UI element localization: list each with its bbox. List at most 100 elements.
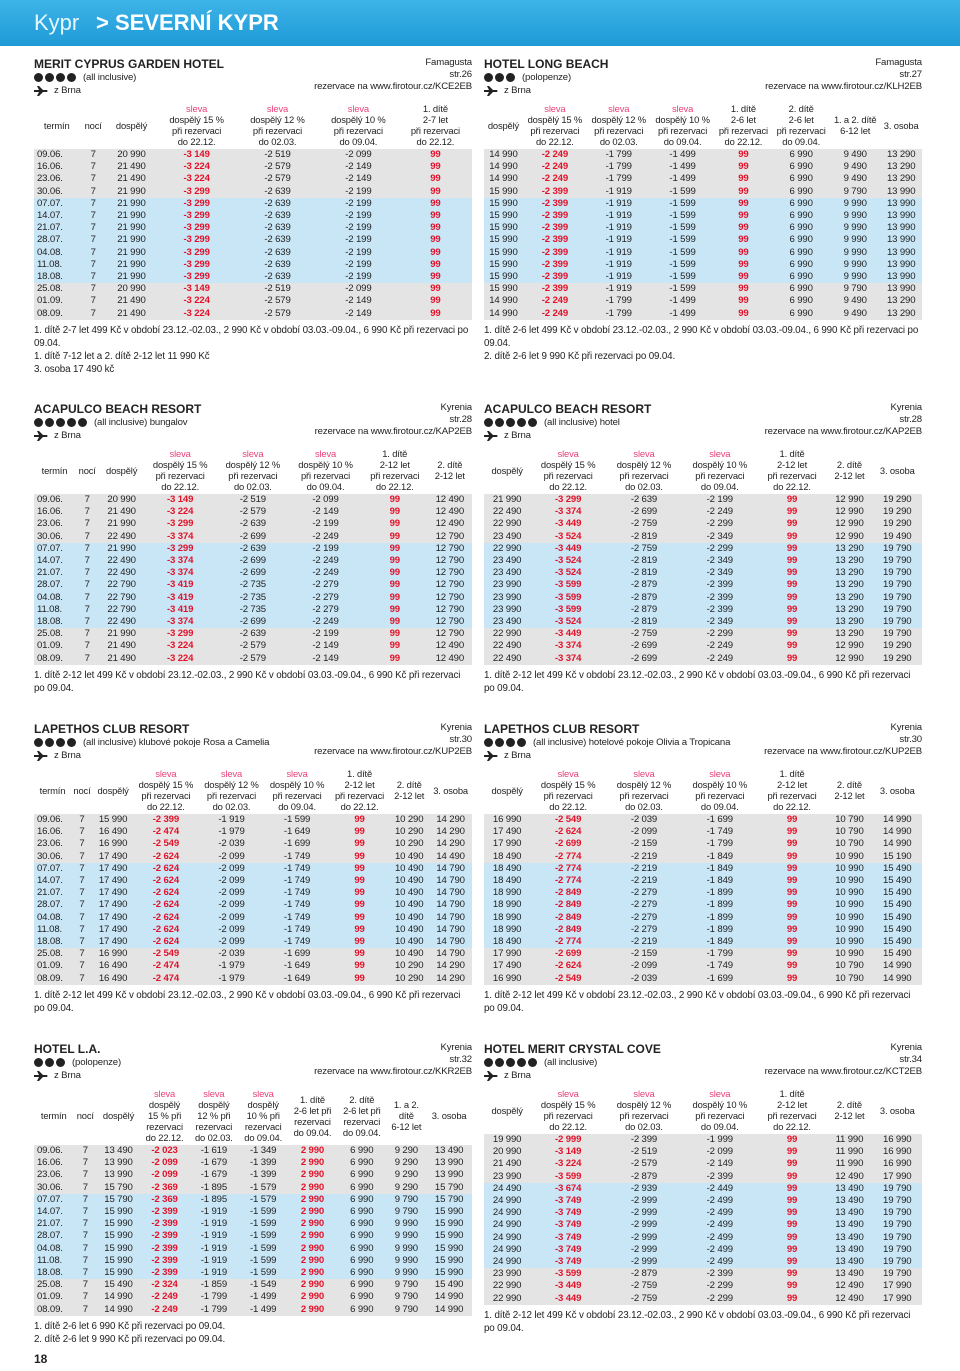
- star-icon: [45, 418, 54, 427]
- price-cell: -2 349: [681, 555, 758, 568]
- location: Kyrenia: [890, 722, 923, 733]
- price-cell: 19 790: [872, 603, 922, 617]
- price-cell: -2 199: [317, 185, 399, 198]
- price-cell: -2 199: [317, 246, 399, 259]
- plane-icon: [34, 85, 48, 96]
- price-cell: -3 299: [156, 185, 238, 198]
- price-cell: 99: [757, 814, 827, 827]
- price-cell: 15 490: [872, 899, 922, 912]
- price-cell: 24 990: [484, 1231, 531, 1244]
- header-line: do 09.04.: [700, 801, 739, 812]
- price-cell: -2 759: [606, 542, 682, 556]
- header-line: při rezervaci: [619, 470, 669, 481]
- header-line: do 22.12.: [375, 481, 414, 492]
- header-line: při rezervaci: [272, 790, 322, 801]
- table-header: termín nocí dospělý sleva dospělý 15 % při rez…: [34, 1086, 472, 1145]
- price-cell: 2 990: [287, 1291, 338, 1304]
- price-cell: -2 023: [139, 1145, 190, 1158]
- header-line: 2-12 let: [776, 779, 808, 790]
- price-cell: -2 699: [606, 640, 682, 653]
- price-cell: 99: [757, 1182, 827, 1196]
- price-cell: 10 290: [389, 972, 430, 985]
- price-cell: 14 990: [484, 161, 523, 174]
- star-icon: [517, 1058, 526, 1067]
- price-cell: 7: [70, 838, 94, 851]
- price-cell: 22 490: [484, 640, 531, 653]
- price-cell: 99: [398, 234, 472, 247]
- price-cell: 24 990: [484, 1243, 531, 1257]
- price-cell: -2 099: [198, 875, 265, 888]
- price-row: 16 990 -2 549 -2 039 -1 699 99 10 790 14 990: [484, 814, 922, 827]
- price-cell: 7: [74, 579, 100, 592]
- price-cell: 6 990: [337, 1279, 387, 1292]
- price-cell: 7: [70, 948, 94, 961]
- price-row: 14 990 -2 249 -1 799 -1 499 99 6 990 9 490 13 2…: [484, 161, 922, 174]
- price-row: 07.07. 7 21 990 -3 299 -2 639 -2 199 99: [34, 197, 472, 211]
- price-cell: 14 290: [429, 972, 472, 985]
- price-row: 18 490 -2 774 -2 219 -1 849 99 10 990 15 190: [484, 850, 922, 863]
- price-cell: 12 490: [427, 506, 472, 519]
- column-header: 2. dítě 2-12 let: [826, 446, 872, 494]
- price-cell: 13 990: [880, 222, 922, 235]
- header-line: dospělý 12 %: [616, 459, 672, 470]
- location: Kyrenia: [890, 402, 923, 413]
- price-cell: 99: [757, 948, 827, 961]
- price-cell: 99: [329, 838, 390, 851]
- column-header: 1. dítě 2-12 let při rezervaci do 22.12.: [758, 446, 827, 494]
- price-row: 23 990 -3 599 -2 879 -2 399 99 13 290 19 790: [484, 603, 922, 617]
- header-line: při rezervaci: [252, 125, 303, 136]
- header-line: dospělý: [106, 464, 138, 476]
- header-line: do 22.12.: [549, 1121, 588, 1132]
- price-cell: 13 990: [880, 185, 922, 198]
- price-cell: 7: [70, 875, 94, 888]
- price-cell: -3 374: [143, 616, 217, 629]
- price-cell: -1 919: [189, 1267, 239, 1280]
- price-row: 20 990 -3 149 -2 519 -2 099 99 11 990 16 990: [484, 1146, 922, 1159]
- price-cell: -1 919: [586, 271, 651, 284]
- column-header: dospělý: [99, 446, 143, 494]
- price-cell: -2 999: [606, 1219, 682, 1232]
- price-cell: -1 599: [238, 1218, 288, 1231]
- price-cell: -2 849: [530, 923, 607, 937]
- star-icon: [517, 738, 526, 747]
- price-cell: -2 819: [606, 567, 682, 580]
- price-cell: -2 299: [681, 1292, 758, 1305]
- price-cell: 21 490: [106, 173, 157, 186]
- column-header: termín: [34, 766, 71, 814]
- price-cell: 13 290: [826, 616, 873, 629]
- header-line: do 02.03.: [625, 481, 663, 492]
- price-row: 18 490 -2 774 -2 219 -1 849 99 10 990 15 490: [484, 862, 922, 876]
- price-cell: -2 499: [681, 1256, 758, 1269]
- price-cell: -2 849: [530, 911, 607, 924]
- column-header: sleva dospělý 15 % při rezervaci do 22.12.: [530, 766, 606, 814]
- header-line: dospělý 12 %: [225, 459, 281, 470]
- star-icon: [34, 1058, 43, 1067]
- column-header: sleva dospělý 12 % při rezervaci do 02.03.: [606, 1086, 682, 1134]
- price-cell: 9 490: [830, 149, 881, 162]
- header-line: 2-12 let: [834, 470, 865, 481]
- price-cell: 99: [757, 936, 827, 949]
- header-line: sleva: [155, 768, 177, 779]
- price-row: 24 990 -3 749 -2 999 -2 499 99 13 490 19 790: [484, 1231, 922, 1244]
- price-cell: 99: [398, 185, 472, 198]
- price-cell: 19 790: [872, 1231, 922, 1244]
- price-cell: 6 990: [772, 173, 831, 186]
- header-line: dítě: [398, 1110, 414, 1121]
- header-line: při rezervaci: [410, 125, 460, 136]
- price-cell: 99: [361, 616, 428, 629]
- price-cell: 7: [79, 307, 107, 320]
- thead: dospělý sleva dospělý 15 % při rezervaci do …: [484, 1086, 922, 1134]
- price-row: 18.08. 7 22 490 -3 374 -2 699 -2 249 99 12 790: [34, 616, 472, 629]
- price-cell: -1 599: [650, 222, 715, 235]
- price-cell: 21 490: [106, 161, 157, 174]
- header-line: 1. a 2. dítě: [833, 114, 877, 125]
- price-cell: -1 749: [264, 936, 330, 949]
- price-cell: 23 990: [484, 579, 531, 592]
- price-cell: 7: [73, 1157, 98, 1170]
- price-cell: -2 149: [317, 307, 399, 320]
- price-cell: -1 919: [198, 814, 265, 827]
- header-line: 1. dítě: [299, 1093, 325, 1105]
- price-cell: 20 990: [106, 283, 157, 296]
- price-cell: -2 149: [289, 506, 362, 519]
- price-cell: 16 990: [484, 814, 531, 827]
